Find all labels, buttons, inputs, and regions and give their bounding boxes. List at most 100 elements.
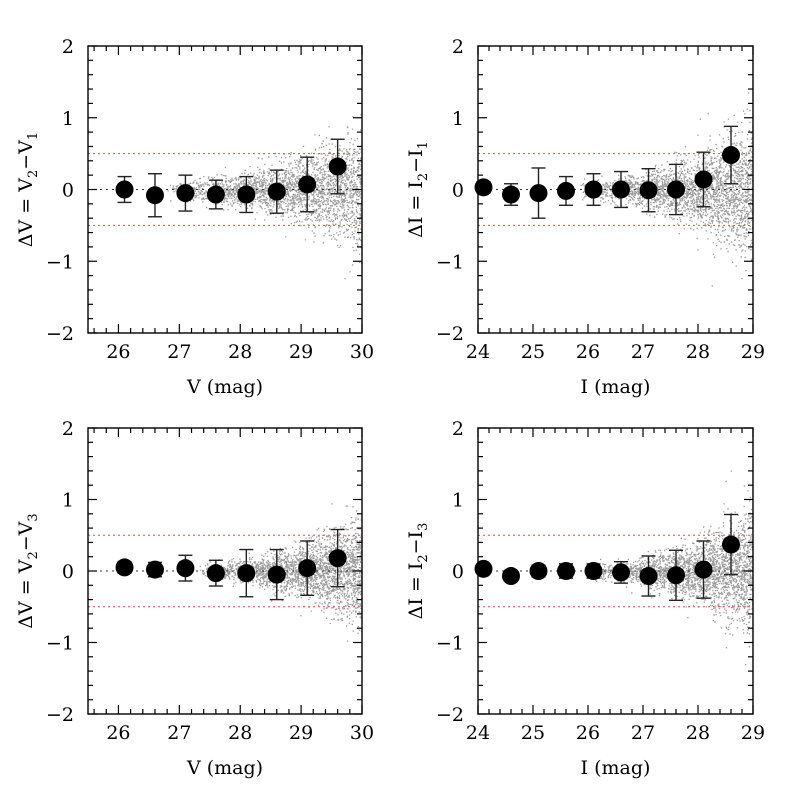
y-tick-label: 1: [62, 490, 74, 512]
x-tick-label: 29: [289, 722, 313, 744]
binned-point: [612, 561, 630, 584]
mean-marker: [206, 564, 225, 583]
binned-point: [176, 174, 195, 212]
x-tick-label: 27: [631, 341, 655, 363]
binned-point: [328, 528, 347, 588]
y-tick-label: −2: [436, 323, 464, 345]
mean-marker: [612, 563, 630, 582]
panel-top-right: 24 25 26 27 28 29 −2 −1 0 1 2 I (mag) ΔI = I2−I1: [405, 36, 765, 398]
binned-point: [298, 540, 317, 597]
mean-marker: [176, 559, 195, 578]
binned-point: [176, 554, 195, 582]
x-tick-label: 24: [466, 341, 490, 363]
y-axis-label: ΔI = I2−I3: [405, 523, 431, 620]
binned-point: [474, 178, 493, 197]
y-tick-label: −2: [46, 323, 74, 345]
mean-marker: [694, 560, 713, 579]
mean-marker: [237, 564, 256, 583]
y-tick-label: 2: [62, 418, 74, 440]
x-tick-label: 25: [521, 722, 545, 744]
y-tick-label: 1: [62, 108, 74, 130]
y-tick-label: 0: [62, 561, 74, 583]
y-tick-label: −2: [436, 704, 464, 726]
x-tick-label: 29: [741, 722, 765, 744]
binned-point: [557, 175, 575, 206]
panel-bottom-left: 26 27 28 29 30 −2 −1 0 1 2 V (mag) ΔV = V2−V3: [15, 418, 374, 779]
binned-point: [694, 151, 713, 208]
x-tick-label: 26: [106, 341, 130, 363]
cloud-points: [580, 92, 753, 309]
mean-marker: [237, 185, 256, 204]
binned-point: [584, 173, 603, 206]
x-axis-label: V (mag): [186, 376, 263, 398]
binned-point: [145, 173, 164, 218]
binned-point: [267, 169, 286, 214]
binned-point: [206, 559, 225, 587]
x-tick-label: 27: [167, 722, 191, 744]
binned-point: [667, 549, 685, 602]
binned-point: [237, 548, 256, 598]
x-tick-label: 30: [350, 722, 374, 744]
mean-marker: [267, 565, 286, 584]
y-tick-label: −1: [46, 251, 74, 273]
x-axis-label: I (mag): [581, 757, 651, 779]
binned-point: [667, 163, 685, 216]
binned-point: [115, 175, 134, 204]
mean-marker: [639, 181, 658, 200]
mean-marker: [115, 558, 134, 577]
mean-marker: [267, 182, 286, 201]
binned-point: [298, 156, 317, 213]
mean-marker: [639, 567, 658, 586]
binned-point: [115, 558, 134, 577]
x-tick-label: 29: [741, 341, 765, 363]
mean-marker: [145, 186, 164, 205]
y-tick-label: 0: [452, 561, 464, 583]
mean-marker: [694, 170, 713, 189]
y-axis-label: ΔV = V2−V3: [15, 513, 41, 628]
mean-marker: [529, 562, 548, 580]
binned-point: [474, 559, 493, 578]
mean-marker: [557, 181, 575, 200]
binned-point: [237, 175, 256, 214]
y-tick-label: 0: [62, 180, 74, 202]
mean-marker: [474, 559, 493, 578]
mean-marker: [584, 562, 603, 580]
binned-point: [557, 562, 575, 580]
mean-marker: [328, 157, 347, 176]
mean-marker: [298, 559, 317, 578]
mean-marker: [298, 175, 317, 194]
binned-point: [502, 567, 520, 586]
x-tick-label: 30: [350, 341, 374, 363]
x-axis-label: I (mag): [581, 376, 651, 398]
y-axis-label: ΔI = I2−I1: [405, 141, 431, 238]
binned-point: [612, 170, 630, 209]
y-tick-label: −1: [46, 633, 74, 655]
binned-point: [502, 183, 520, 206]
mean-marker: [145, 560, 164, 579]
scatter-cloud: [167, 114, 362, 280]
binned-point: [529, 167, 548, 219]
x-tick-label: 27: [631, 722, 655, 744]
y-tick-label: 2: [452, 36, 464, 58]
binned-point: [722, 513, 740, 576]
mean-marker: [502, 567, 520, 586]
mean-marker: [474, 178, 493, 197]
binned-point: [206, 179, 225, 210]
panel-bottom-right: 24 25 26 27 28 29 −2 −1 0 1 2 I (mag) ΔI = I2−I3: [405, 418, 765, 779]
x-tick-label: 24: [466, 722, 490, 744]
cloud-points: [167, 114, 362, 280]
x-axis-label: V (mag): [186, 757, 263, 779]
mean-marker: [206, 185, 225, 204]
x-tick-label: 26: [106, 722, 130, 744]
mean-marker: [667, 566, 685, 585]
binned-point: [694, 540, 713, 599]
binned-point: [722, 125, 740, 185]
binned-point: [529, 562, 548, 580]
y-axis-label: ΔV = V2−V1: [15, 132, 41, 247]
x-tick-label: 25: [521, 341, 545, 363]
mean-marker: [722, 535, 740, 554]
binned-point: [584, 562, 603, 580]
y-tick-label: 0: [452, 180, 464, 202]
